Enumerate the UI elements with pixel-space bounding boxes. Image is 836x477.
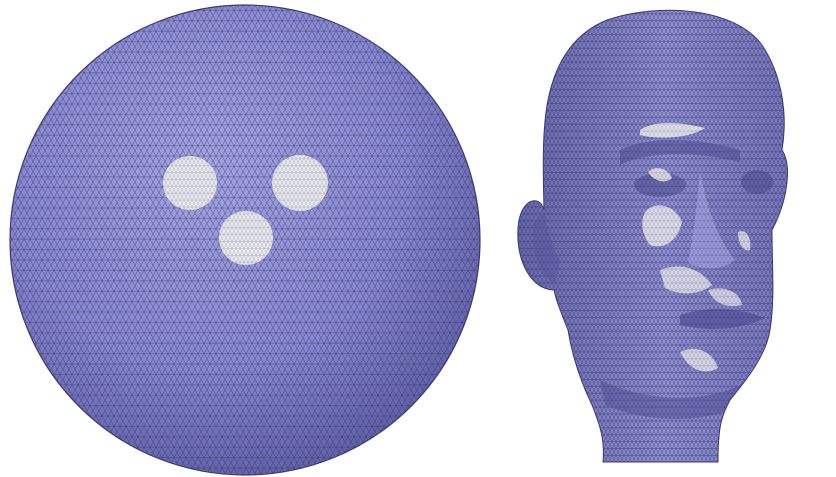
sphere-outline (9, 4, 481, 476)
sphere-mesh (9, 4, 481, 476)
head-outline (517, 9, 788, 463)
head-mesh (517, 9, 788, 463)
